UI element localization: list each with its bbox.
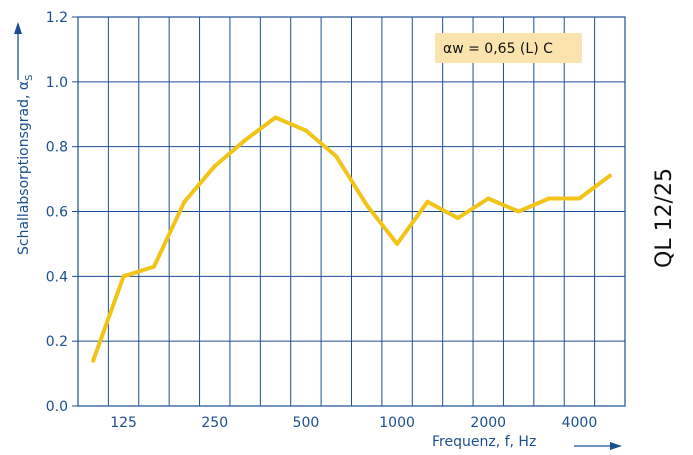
data-point bbox=[151, 264, 156, 269]
series-line bbox=[91, 115, 612, 363]
data-point bbox=[212, 164, 217, 169]
y-tick-label: 1.2 bbox=[46, 10, 68, 26]
series-layer bbox=[91, 115, 612, 363]
annotation-text: αw = 0,65 (L) C bbox=[443, 41, 553, 57]
data-point bbox=[334, 154, 339, 159]
data-point bbox=[91, 358, 96, 363]
data-point bbox=[607, 173, 612, 178]
y-tick-label: 0.8 bbox=[46, 140, 68, 156]
data-point bbox=[182, 199, 187, 204]
x-axis-title: Frequenz, f, Hz bbox=[432, 434, 536, 450]
annotation-box: αw = 0,65 (L) C bbox=[435, 33, 582, 63]
y-axis-arrow-head bbox=[14, 22, 22, 34]
y-axis-title: Schallabsorptionsgrad, αS bbox=[16, 75, 35, 256]
side-label: QL 12/25 bbox=[652, 168, 677, 268]
x-tick-label: 4000 bbox=[562, 415, 598, 431]
x-axis-arrow-head bbox=[610, 442, 622, 450]
x-tick-label: 1000 bbox=[379, 415, 415, 431]
data-point bbox=[455, 215, 460, 220]
y-tick-label: 0.0 bbox=[46, 399, 68, 415]
y-tick-label: 0.6 bbox=[46, 205, 68, 221]
data-point bbox=[516, 209, 521, 214]
data-point bbox=[395, 241, 400, 246]
y-axis-title-group: Schallabsorptionsgrad, αS bbox=[14, 22, 35, 255]
data-point bbox=[364, 203, 369, 208]
y-tick-label: 0.2 bbox=[46, 334, 68, 350]
y-tick-labels: 0.0 0.2 0.4 0.6 0.8 1.0 1.2 bbox=[46, 10, 78, 415]
data-point bbox=[303, 128, 308, 133]
data-point bbox=[425, 199, 430, 204]
y-tick-label: 1.0 bbox=[46, 75, 68, 91]
annotation-background bbox=[435, 33, 582, 63]
x-tick-labels: 125 250 500 1000 2000 4000 bbox=[110, 415, 597, 431]
grid-lines bbox=[78, 17, 625, 406]
data-point bbox=[121, 274, 126, 279]
x-tick-label: 2000 bbox=[470, 415, 506, 431]
data-point bbox=[243, 138, 248, 143]
data-point bbox=[486, 196, 491, 201]
y-tick-label: 0.4 bbox=[46, 269, 68, 285]
x-axis-title-group: Frequenz, f, Hz bbox=[432, 434, 622, 450]
x-tick-label: 250 bbox=[201, 415, 228, 431]
x-tick-label: 500 bbox=[293, 415, 320, 431]
x-tick-label: 125 bbox=[110, 415, 137, 431]
data-point bbox=[273, 115, 278, 120]
data-point bbox=[577, 196, 582, 201]
data-point bbox=[547, 196, 552, 201]
